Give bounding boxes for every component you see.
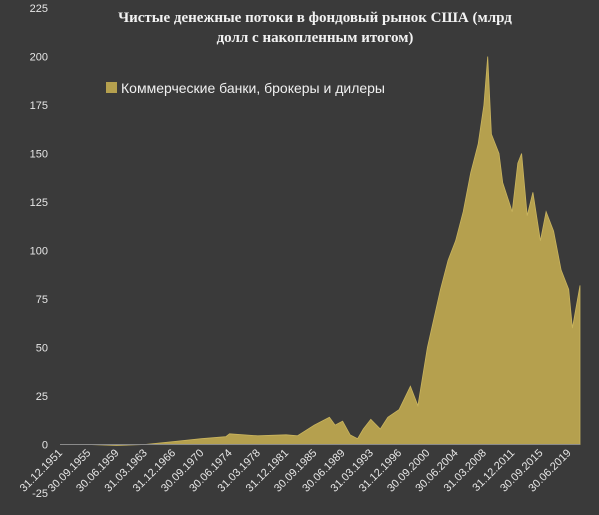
y-tick-label: 25 (36, 391, 48, 403)
y-tick-label: 125 (30, 197, 48, 209)
plot-area (60, 56, 581, 446)
legend: Коммерческие банки, брокеры и дилеры (106, 80, 385, 96)
y-tick-label: 50 (36, 343, 48, 355)
y-tick-label: 0 (42, 440, 48, 452)
y-tick-label: 200 (30, 52, 48, 64)
chart-title-line-1: Чистые денежные потоки в фондовый рынок … (118, 10, 512, 26)
chart-title-line-2: долл с накопленным итогом) (217, 30, 414, 46)
y-tick-label: 150 (30, 149, 48, 161)
y-tick-label: 75 (36, 294, 48, 306)
y-axis: -25 0 25 50 75 100 125 150 175 200 225 (30, 3, 48, 500)
series-area (60, 56, 581, 446)
y-tick-label: 100 (30, 246, 48, 258)
y-tick-label: -25 (32, 488, 48, 500)
x-axis: 31.12.195130.09.195530.06.195931.03.1963… (18, 447, 574, 494)
y-tick-label: 225 (30, 3, 48, 15)
legend-label: Коммерческие банки, брокеры и дилеры (121, 80, 385, 96)
legend-swatch (106, 82, 117, 93)
y-tick-label: 175 (30, 100, 48, 112)
